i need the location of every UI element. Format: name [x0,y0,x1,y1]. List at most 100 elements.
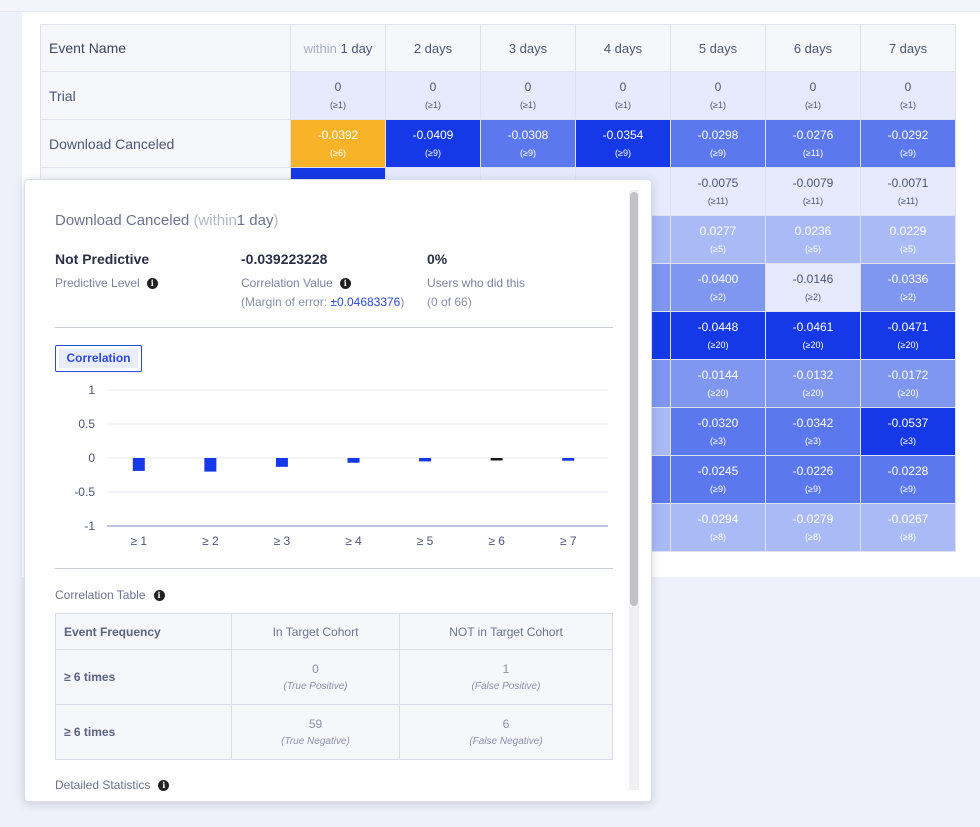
cell-count: (≥5) [900,244,916,254]
scrollbar-thumb[interactable] [630,192,638,606]
chart-bar[interactable] [347,458,360,463]
event-name-cell[interactable]: Trial [40,71,291,120]
correlation-cell[interactable]: -0.0336 (≥2) [860,263,956,312]
correlation-cell[interactable]: -0.0294 (≥8) [670,503,766,552]
ct-cell: 59 (True Negative) [231,704,400,760]
event-name-cell[interactable]: Download Canceled [40,119,291,168]
correlation-cell[interactable]: 0.0277 (≥5) [670,215,766,264]
cell-value: 0 [334,80,342,94]
info-icon[interactable]: i [153,589,165,601]
correlation-cell[interactable]: -0.0132 (≥20) [765,359,861,408]
cell-value: 0 [619,80,627,94]
correlation-cell[interactable]: -0.0320 (≥3) [670,407,766,456]
day-header[interactable]: 5 days [670,24,766,72]
cell-count: (≥20) [802,388,824,398]
day-header[interactable]: 2 days [385,24,481,72]
cell-value: -0.0267 [887,512,929,526]
correlation-cell[interactable]: -0.0354 (≥9) [575,119,671,168]
day-header[interactable]: within 1 day [290,24,386,72]
cell-value: -0.0071 [887,176,929,190]
cell-value: 0.0236 [794,224,832,238]
table-row: Download Canceled -0.0392 (≥6) -0.0409 (≥9) -… [40,119,956,168]
correlation-cell[interactable]: 0 (≥1) [765,71,861,120]
cell-value: 0.0277 [699,224,737,238]
chart-bar[interactable] [275,458,288,467]
popup-scrollbar[interactable] [629,190,639,790]
cell-value: -0.0320 [697,416,739,430]
day-header[interactable]: 4 days [575,24,671,72]
chart-bar[interactable] [490,458,503,461]
chart-bar[interactable] [204,458,217,472]
correlation-cell[interactable]: -0.0267 (≥8) [860,503,956,552]
tab-correlation[interactable]: Correlation [55,345,142,372]
tab-correlation-label: Correlation [59,349,138,368]
correlation-cell[interactable]: 0.0229 (≥5) [860,215,956,264]
ct-cell: 1 (False Positive) [399,649,613,705]
correlation-cell[interactable]: 0 (≥1) [670,71,766,120]
correlation-cell[interactable]: 0.0236 (≥5) [765,215,861,264]
correlation-cell[interactable]: -0.0079 (≥11) [765,167,861,216]
correlation-cell[interactable]: -0.0228 (≥9) [860,455,956,504]
popup-within-prefix: (within [193,212,237,229]
correlation-cell[interactable]: -0.0308 (≥9) [480,119,576,168]
correlation-cell[interactable]: -0.0146 (≥2) [765,263,861,312]
correlation-cell[interactable]: -0.0342 (≥3) [765,407,861,456]
correlation-cell[interactable]: 0 (≥1) [860,71,956,120]
top-bar [0,0,980,12]
correlation-cell[interactable]: -0.0075 (≥11) [670,167,766,216]
cell-value: -0.0409 [412,128,454,142]
correlation-cell[interactable]: -0.0298 (≥9) [670,119,766,168]
cell-value: -0.0226 [792,464,834,478]
info-icon[interactable]: i [146,277,158,289]
chart-bar[interactable] [132,458,145,471]
margin-of-error: (Margin of error: ±0.04683376) [241,295,404,309]
correlation-cell[interactable]: 0 (≥1) [575,71,671,120]
event-detail-popup: Download Canceled (within1 day) Not Pred… [24,179,652,802]
correlation-cell[interactable]: -0.0448 (≥20) [670,311,766,360]
chart-bar[interactable] [419,458,432,462]
day-header[interactable]: 3 days [480,24,576,72]
cell-value: 0 [809,80,817,94]
correlation-cell[interactable]: -0.0279 (≥8) [765,503,861,552]
cell-value: -0.0228 [887,464,929,478]
detailed-statistics-title: Detailed Statistics i [55,778,170,792]
popup-event-name: Download Canceled [55,212,190,229]
correlation-cell[interactable]: -0.0471 (≥20) [860,311,956,360]
cell-count: (≥8) [805,532,821,542]
day-header[interactable]: 7 days [860,24,956,72]
correlation-cell[interactable]: -0.0400 (≥2) [670,263,766,312]
correlation-cell[interactable]: -0.0172 (≥20) [860,359,956,408]
cell-value: 0.0229 [889,224,927,238]
cell-count: (≥11) [802,196,824,206]
cell-value: -0.0245 [697,464,739,478]
cell-count: (≥1) [805,100,821,110]
cell-count: (≥1) [615,100,631,110]
correlation-cell[interactable]: 0 (≥1) [480,71,576,120]
correlation-cell[interactable]: 0 (≥1) [385,71,481,120]
correlation-cell[interactable]: -0.0409 (≥9) [385,119,481,168]
correlation-cell[interactable]: -0.0292 (≥9) [860,119,956,168]
correlation-cell[interactable]: -0.0276 (≥11) [765,119,861,168]
correlation-cell[interactable]: -0.0071 (≥11) [860,167,956,216]
correlation-cell[interactable]: -0.0226 (≥9) [765,455,861,504]
ct-cell: 0 (True Positive) [231,649,400,705]
correlation-cell[interactable]: -0.0537 (≥3) [860,407,956,456]
correlation-cell[interactable]: 0 (≥1) [290,71,386,120]
info-icon[interactable]: i [339,277,351,289]
event-name-header[interactable]: Event Name [40,24,291,72]
day-header[interactable]: 6 days [765,24,861,72]
correlation-cell[interactable]: -0.0461 (≥20) [765,311,861,360]
chart-bar[interactable] [562,458,575,461]
cell-value: -0.0308 [507,128,549,142]
moe-prefix: (Margin of error: [241,295,328,309]
cell-value: -0.0294 [697,512,739,526]
cell-value: -0.0400 [697,272,739,286]
cell-count: (≥11) [802,148,824,158]
moe-suffix: ) [400,295,405,309]
info-icon[interactable]: i [158,779,170,791]
correlation-cell[interactable]: -0.0392 (≥6) [290,119,386,168]
ct-header-in-target: In Target Cohort [231,613,400,650]
correlation-cell[interactable]: -0.0144 (≥20) [670,359,766,408]
x-tick-label: ≥ 3 [274,534,291,548]
correlation-cell[interactable]: -0.0245 (≥9) [670,455,766,504]
